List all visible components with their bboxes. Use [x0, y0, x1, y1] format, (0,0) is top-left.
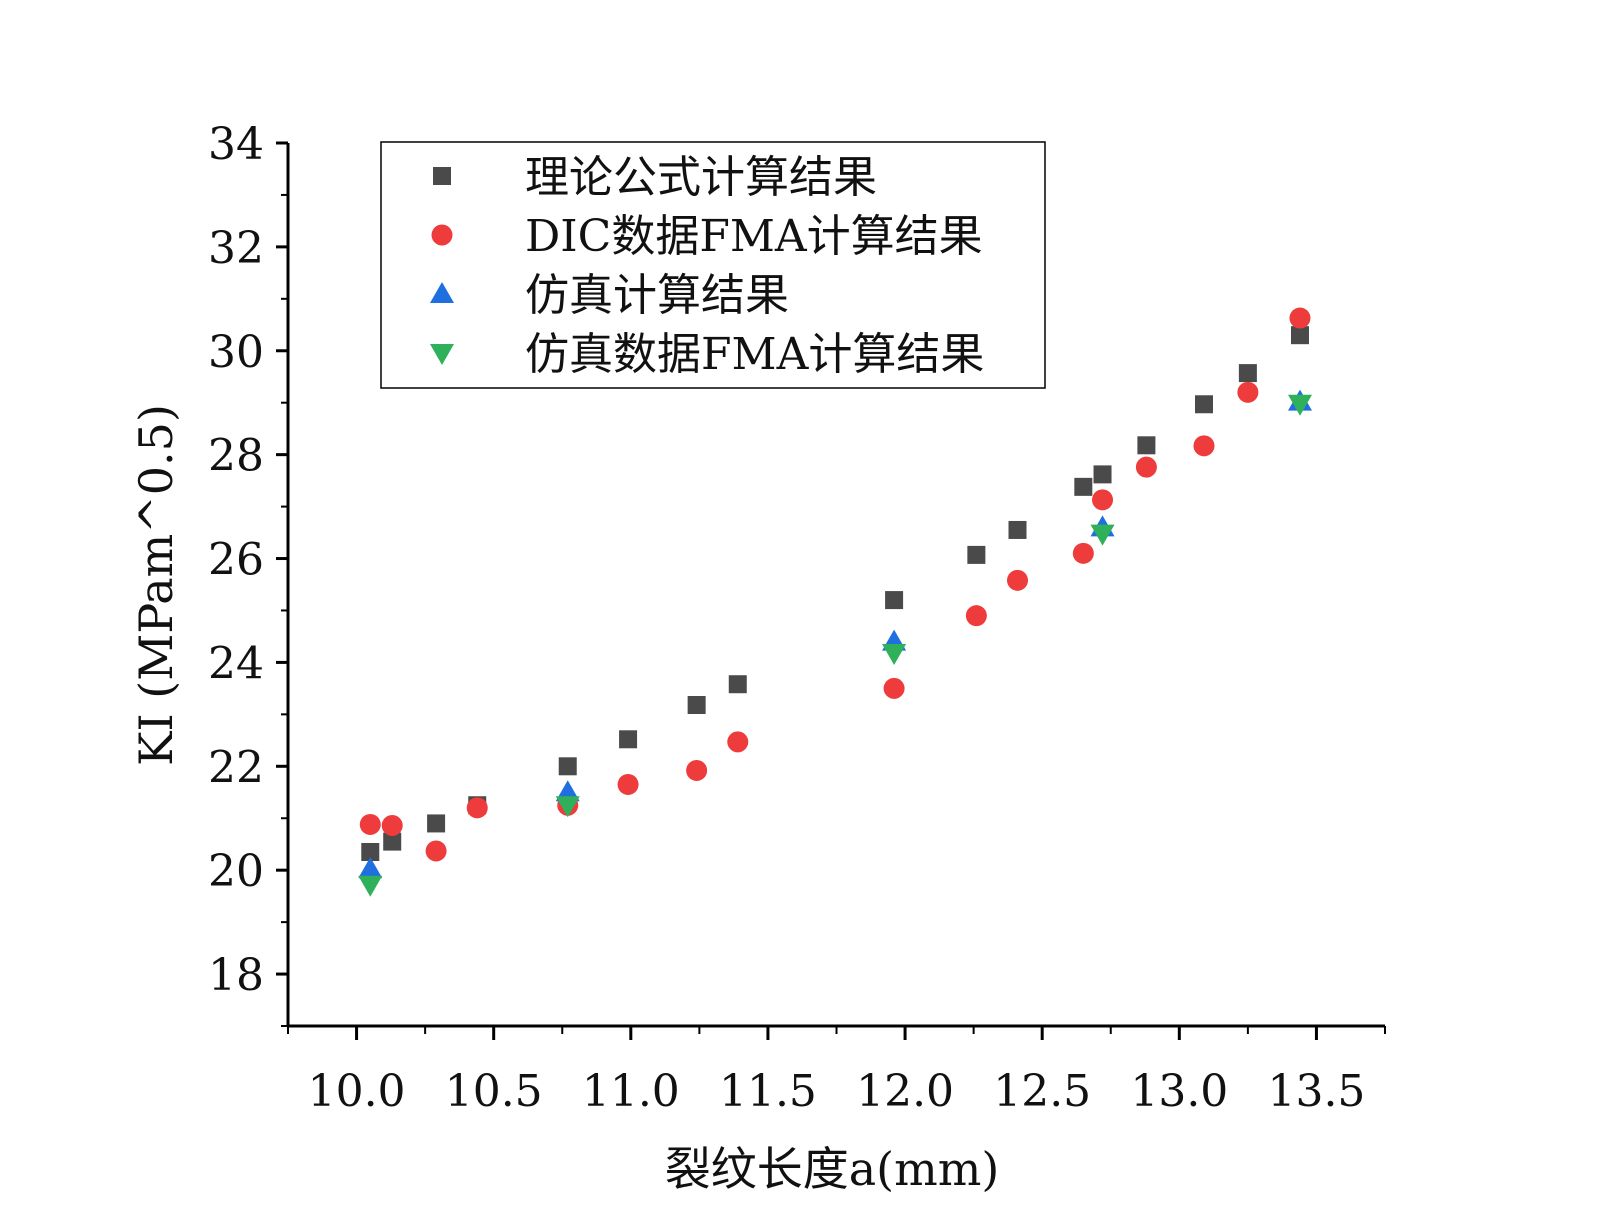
y-axis-label: KI (MPam^0.5) [129, 404, 183, 766]
data-point [1237, 381, 1259, 403]
y-tick-label: 34 [208, 119, 264, 170]
data-point [361, 842, 380, 861]
data-point [1007, 569, 1029, 591]
data-point [1074, 477, 1093, 496]
data-point [687, 696, 706, 715]
y-tick-label: 30 [208, 327, 264, 378]
data-point [1238, 364, 1257, 383]
y-tick-label: 24 [208, 638, 264, 689]
data-point [619, 730, 638, 749]
data-point [967, 545, 986, 564]
data-point [1135, 456, 1157, 478]
data-point [466, 797, 488, 819]
data-point [1008, 520, 1027, 539]
x-tick-label: 10.0 [308, 1066, 406, 1117]
legend-marker [433, 167, 451, 185]
x-tick-label: 12.5 [993, 1066, 1091, 1117]
data-point [1193, 435, 1215, 457]
series-4 [358, 394, 1312, 897]
data-point [1194, 395, 1213, 414]
data-point [359, 813, 381, 835]
data-point [383, 832, 402, 851]
y-tick-label: 22 [208, 742, 264, 793]
data-point [965, 605, 987, 627]
data-point [358, 875, 383, 897]
data-point [1290, 326, 1309, 345]
data-point [1093, 465, 1112, 484]
series-2 [359, 307, 1311, 862]
legend-label: DIC数据FMA计算结果 [525, 211, 983, 262]
x-tick-label: 13.5 [1267, 1066, 1365, 1117]
x-tick-label: 10.5 [445, 1066, 543, 1117]
data-point [381, 815, 403, 837]
data-point [1137, 436, 1156, 455]
y-tick-label: 28 [208, 431, 264, 482]
data-point [883, 677, 905, 699]
data-points [358, 307, 1312, 897]
series-3 [358, 389, 1312, 879]
x-tick-label: 12.0 [856, 1066, 954, 1117]
ticks: 18 20 22 24 26 28 30 32 34 10.0 10.5 11.0 11.5 12.0 12… [208, 119, 1386, 1117]
legend-label: 理论公式计算结果 [525, 152, 877, 203]
data-point [885, 591, 904, 610]
data-point [617, 773, 639, 795]
x-tick-label: 11.5 [719, 1066, 817, 1117]
data-point [358, 857, 383, 879]
data-point [882, 644, 907, 666]
y-tick-label: 18 [208, 950, 264, 1001]
y-tick-label: 20 [208, 846, 264, 897]
data-point [1090, 524, 1115, 546]
data-point [686, 759, 708, 781]
data-point [728, 675, 747, 694]
data-point [1289, 307, 1311, 329]
data-point [555, 780, 580, 802]
legend-marker [430, 282, 454, 303]
data-point [1287, 394, 1312, 416]
y-tick-label: 26 [208, 535, 264, 586]
legend-box [380, 141, 1046, 389]
legend-label: 仿真数据FMA计算结果 [525, 329, 984, 380]
data-point [1072, 542, 1094, 564]
data-point [427, 814, 446, 833]
legend-marker [431, 224, 453, 246]
x-tick-label: 11.0 [582, 1066, 680, 1117]
x-axis-label: 裂纹长度a(mm) [665, 1142, 1000, 1196]
data-point [555, 796, 580, 818]
series-1 [361, 326, 1309, 861]
data-point [1092, 489, 1114, 511]
x-tick-label: 13.0 [1130, 1066, 1228, 1117]
legend-label: 仿真计算结果 [525, 270, 789, 321]
data-point [425, 840, 447, 862]
data-point [727, 731, 749, 753]
y-tick-label: 32 [208, 223, 264, 274]
data-point [558, 757, 577, 776]
legend-marker [430, 344, 454, 365]
